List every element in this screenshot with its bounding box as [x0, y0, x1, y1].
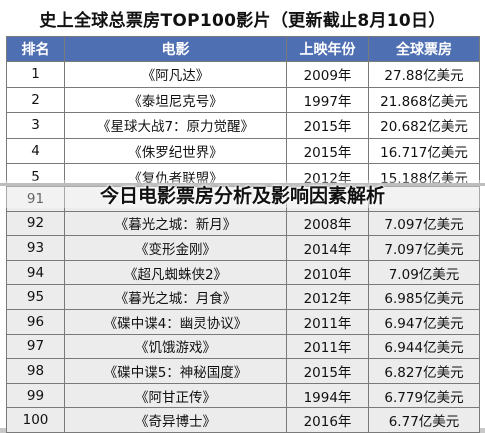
table-row: 95 《暮光之城：月食》 2012年 6.985亿美元 [6, 284, 480, 310]
overlay-caption: 今日电影票房分析及影响因素解析 [0, 180, 485, 208]
cell-gross: 21.868亿美元 [368, 86, 480, 114]
cell-movie: 《暮光之城：新月》 [64, 210, 287, 237]
cell-rank: 100 [6, 407, 65, 433]
cell-movie: 《阿凡达》 [64, 61, 287, 88]
table-header-row: 排名 电影 上映年份 全球票房 [6, 36, 480, 62]
cell-movie: 《星球大战7：原力觉醒》 [64, 112, 287, 139]
table-row: 100 《奇异博士》 2016年 6.77亿美元 [6, 407, 480, 433]
cell-gross: 6.779亿美元 [368, 382, 480, 409]
table-row: 1 《阿凡达》 2009年 27.88亿美元 [6, 61, 480, 88]
cell-year [286, 186, 369, 212]
cell-rank: 95 [6, 284, 65, 310]
cell-movie: 《泰坦尼克号》 [64, 86, 287, 114]
table-row: 2 《泰坦尼克号》 1997年 21.868亿美元 [6, 86, 480, 114]
cell-rank: 97 [6, 333, 65, 360]
header-rank: 排名 [6, 36, 65, 62]
cell-year: 2009年 [286, 61, 369, 88]
cell-rank: 96 [6, 308, 65, 335]
cell-rank: 92 [6, 210, 65, 237]
cell-rank: 99 [6, 382, 65, 409]
cell-movie: 《饥饿游戏》 [64, 333, 287, 360]
table-row: 96 《碟中谍4：幽灵协议》 2011年 6.947亿美元 [6, 308, 480, 335]
cell-movie: 《奇异博士》 [64, 407, 287, 433]
header-movie: 电影 [64, 36, 287, 62]
cell-movie [64, 186, 287, 212]
table-row: 92 《暮光之城：新月》 2008年 7.097亿美元 [6, 210, 480, 237]
cell-rank: 91 [6, 186, 65, 212]
cell-year: 2012年 [286, 284, 369, 310]
cell-rank: 93 [6, 235, 65, 261]
cell-rank: 2 [6, 86, 65, 114]
cell-year: 2010年 [286, 259, 369, 286]
bottom-ranking-table: 91 92 《暮光之城：新月》 2008年 7.097亿美元 93 《变形金刚》 2014年 7… [6, 186, 480, 433]
cell-year: 2015年 [286, 137, 369, 165]
cell-rank: 3 [6, 112, 65, 139]
cell-rank: 94 [6, 259, 65, 286]
cell-year: 2011年 [286, 308, 369, 335]
cell-gross: 6.827亿美元 [368, 358, 480, 384]
torn-divider [0, 183, 485, 186]
cell-gross: 16.717亿美元 [368, 137, 480, 165]
cell-year: 2008年 [286, 210, 369, 237]
cell-year: 1994年 [286, 382, 369, 409]
table-row: 91 [6, 186, 480, 212]
cell-gross: 6.985亿美元 [368, 284, 480, 310]
cell-gross: 6.944亿美元 [368, 333, 480, 360]
cell-rank: 1 [6, 61, 65, 88]
table-row: 93 《变形金刚》 2014年 7.097亿美元 [6, 235, 480, 261]
table-row: 98 《碟中谍5：神秘国度》 2015年 6.827亿美元 [6, 358, 480, 384]
cell-movie: 《侏罗纪世界》 [64, 137, 287, 165]
cell-year: 1997年 [286, 86, 369, 114]
cell-gross [368, 186, 480, 212]
header-year: 上映年份 [286, 36, 369, 62]
cell-movie: 《碟中谍5：神秘国度》 [64, 358, 287, 384]
cell-gross: 7.09亿美元 [368, 259, 480, 286]
cell-movie: 《暮光之城：月食》 [64, 284, 287, 310]
table-row: 94 《超凡蜘蛛侠2》 2010年 7.09亿美元 [6, 259, 480, 286]
cell-movie: 《变形金刚》 [64, 235, 287, 261]
cell-year: 2015年 [286, 112, 369, 139]
table-row: 3 《星球大战7：原力觉醒》 2015年 20.682亿美元 [6, 112, 480, 139]
table-title: 史上全球总票房TOP100影片（更新截止8月10日） [0, 0, 485, 36]
top-ranking-table: 排名 电影 上映年份 全球票房 1 《阿凡达》 2009年 27.88亿美元 2 《泰坦尼… [6, 36, 480, 190]
cell-gross: 20.682亿美元 [368, 112, 480, 139]
cell-gross: 7.097亿美元 [368, 235, 480, 261]
cell-movie: 《阿甘正传》 [64, 382, 287, 409]
cell-movie: 《超凡蜘蛛侠2》 [64, 259, 287, 286]
cell-year: 2015年 [286, 358, 369, 384]
cell-movie: 《碟中谍4：幽灵协议》 [64, 308, 287, 335]
cell-gross: 6.947亿美元 [368, 308, 480, 335]
cell-gross: 7.097亿美元 [368, 210, 480, 237]
cell-year: 2011年 [286, 333, 369, 360]
cell-gross: 6.77亿美元 [368, 407, 480, 433]
table-row: 97 《饥饿游戏》 2011年 6.944亿美元 [6, 333, 480, 360]
cell-year: 2016年 [286, 407, 369, 433]
cell-year: 2014年 [286, 235, 369, 261]
cell-rank: 98 [6, 358, 65, 384]
table-row: 4 《侏罗纪世界》 2015年 16.717亿美元 [6, 137, 480, 165]
table-row: 99 《阿甘正传》 1994年 6.779亿美元 [6, 382, 480, 409]
header-gross: 全球票房 [368, 36, 480, 62]
cell-gross: 27.88亿美元 [368, 61, 480, 88]
cell-rank: 4 [6, 137, 65, 165]
